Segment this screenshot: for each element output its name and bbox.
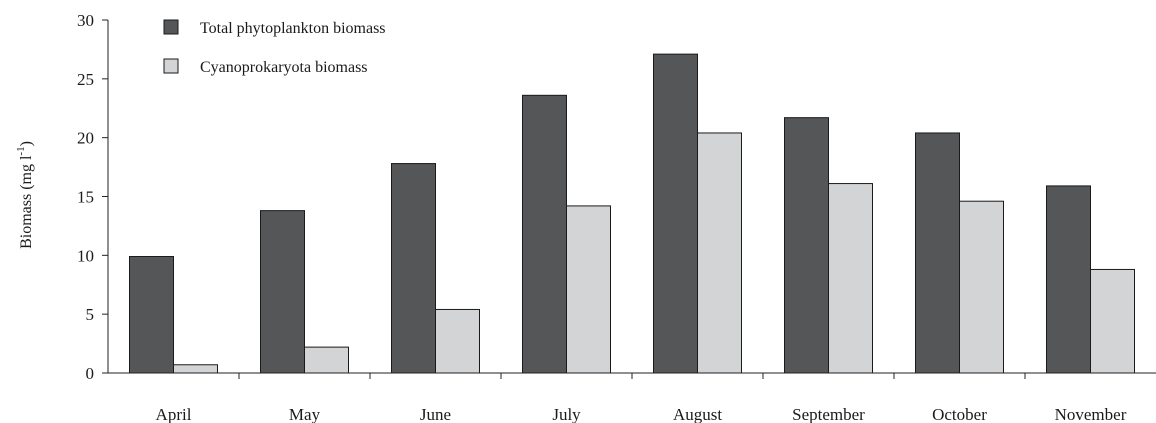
legend-swatch (163, 58, 179, 74)
y-tick-label: 15 (77, 188, 94, 207)
y-tick-label: 25 (77, 70, 94, 89)
x-tick-label: August (673, 405, 722, 423)
y-tick-label: 0 (86, 364, 95, 383)
y-axis-title-superscript: -1 (15, 146, 27, 155)
y-axis-title: Biomass (mg l-1) (15, 141, 35, 249)
y-axis-title-suffix: ) (18, 141, 35, 146)
axes-group: 0 5 10 15 20 25 30 April May June July August Septem… (77, 11, 1156, 423)
bar-total-september (784, 117, 829, 374)
bar-total-july (522, 94, 567, 374)
bar-cyano-april (173, 364, 218, 374)
y-tick-label: 20 (77, 129, 94, 148)
bar-total-october (915, 132, 960, 374)
x-tick-label: June (420, 405, 451, 423)
bar-cyano-november (1090, 268, 1135, 374)
x-tick-label: September (792, 405, 865, 423)
x-tick-label: April (156, 405, 192, 423)
bar-total-august (653, 53, 698, 374)
legend-label: Total phytoplankton biomass (200, 20, 386, 37)
bar-cyano-august (697, 132, 742, 374)
y-tick-label: 30 (77, 11, 94, 30)
bar-cyano-july (566, 205, 611, 374)
bar-cyano-may (304, 346, 349, 374)
x-tick-label: July (552, 405, 581, 423)
bar-total-june (391, 163, 436, 374)
legend: Total phytoplankton biomass Cyanoprokaryo… (163, 19, 386, 76)
y-tick-label: 5 (86, 305, 95, 324)
bars-group (129, 53, 1135, 374)
legend-label: Cyanoprokaryota biomass (200, 59, 368, 76)
bar-cyano-june (435, 308, 480, 374)
bar-total-april (129, 256, 174, 374)
y-tick-label: 10 (77, 246, 94, 265)
bar-total-november (1046, 185, 1091, 374)
x-tick-label: October (932, 405, 987, 423)
bar-cyano-october (959, 200, 1004, 374)
x-tick-label: May (289, 405, 321, 423)
bar-cyano-september (828, 183, 873, 374)
x-tick-label: November (1055, 405, 1127, 423)
bar-total-may (260, 210, 305, 374)
y-axis-title-main: Biomass (mg l (18, 155, 35, 249)
legend-swatch (163, 19, 179, 35)
